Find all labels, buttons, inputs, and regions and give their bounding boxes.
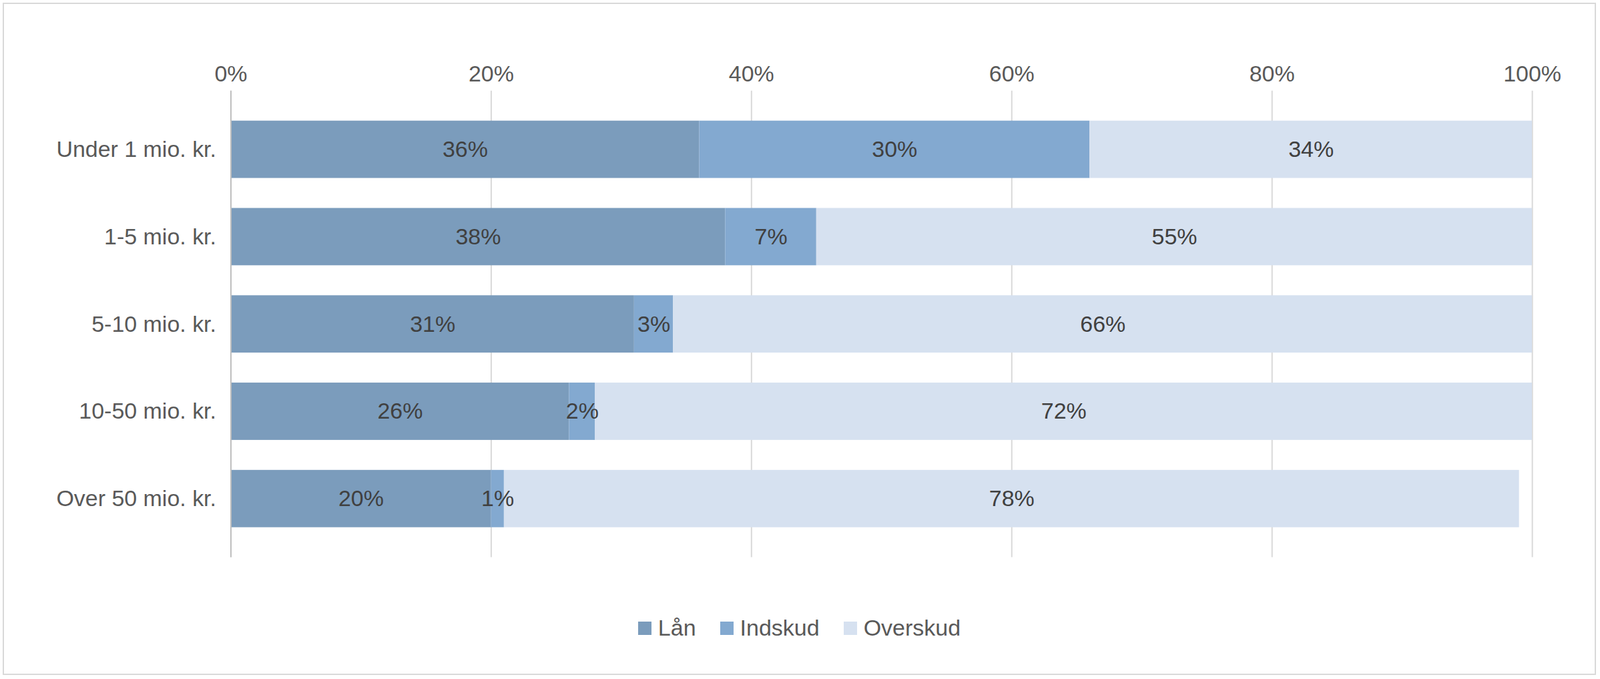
svg-text:10-50 mio. kr.: 10-50 mio. kr. <box>78 397 217 424</box>
svg-text:Over 50 mio. kr.: Over 50 mio. kr. <box>56 485 217 511</box>
svg-text:31%: 31% <box>409 311 456 337</box>
svg-text:34%: 34% <box>1288 136 1334 162</box>
svg-text:55%: 55% <box>1152 223 1198 249</box>
svg-text:40%: 40% <box>728 60 775 87</box>
svg-text:2%: 2% <box>566 397 599 424</box>
svg-text:1-5 mio. kr.: 1-5 mio. kr. <box>104 223 217 249</box>
svg-text:20%: 20% <box>338 485 384 511</box>
svg-text:Under 1 mio. kr.: Under 1 mio. kr. <box>56 136 217 162</box>
svg-text:7%: 7% <box>754 223 788 249</box>
html-text:Overskud: Overskud <box>863 614 961 641</box>
svg-text:80%: 80% <box>1249 60 1295 87</box>
svg-text:26%: 26% <box>377 397 423 424</box>
svg-text:36%: 36% <box>442 136 488 162</box>
svg-text:38%: 38% <box>455 223 501 249</box>
svg-text:66%: 66% <box>1080 311 1126 337</box>
svg-text:72%: 72% <box>1041 397 1087 424</box>
html-text:Indskud: Indskud <box>739 614 820 641</box>
svg-text:60%: 60% <box>989 60 1035 87</box>
svg-text:20%: 20% <box>468 60 514 87</box>
svg-text:78%: 78% <box>989 485 1035 511</box>
svg-text:30%: 30% <box>871 136 918 162</box>
svg-text:3%: 3% <box>637 311 671 337</box>
svg-text:5-10 mio. kr.: 5-10 mio. kr. <box>91 311 217 337</box>
svg-text:0%: 0% <box>214 60 247 87</box>
svg-text:100%: 100% <box>1503 60 1562 87</box>
svg-text:1%: 1% <box>481 485 514 511</box>
html-text:Lån: Lån <box>658 614 696 641</box>
